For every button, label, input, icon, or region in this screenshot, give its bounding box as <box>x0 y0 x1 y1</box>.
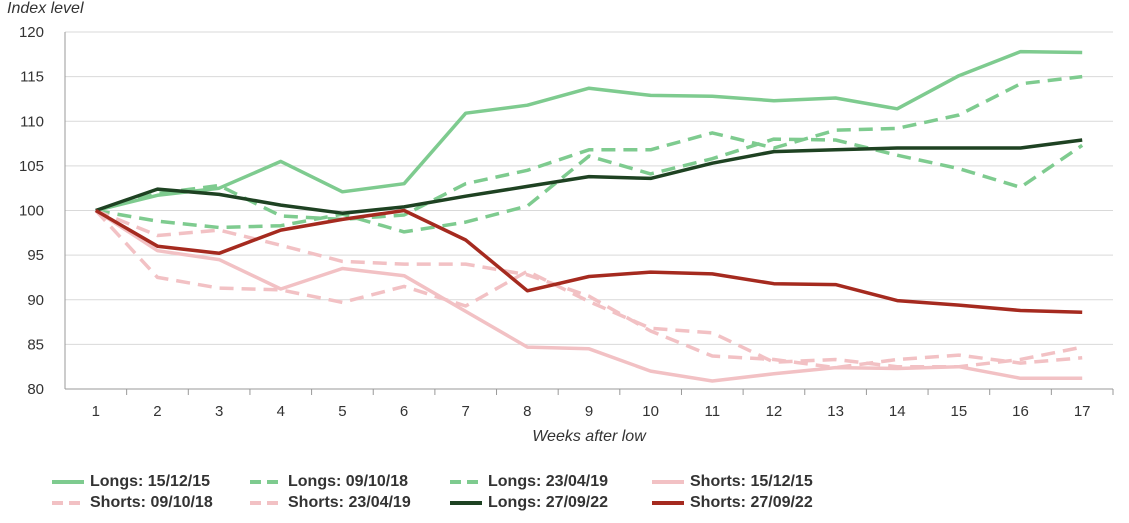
legend-item: Longs: 15/12/15 <box>52 472 210 492</box>
x-tick-label: 6 <box>400 403 408 420</box>
series-line-6 <box>95 208 1083 370</box>
x-tick-label: 9 <box>585 403 593 420</box>
y-tick-label: 100 <box>19 203 44 220</box>
y-axis-label: Index level <box>7 0 84 17</box>
legend-item: Shorts: 09/10/18 <box>52 493 213 513</box>
x-axis-label: Weeks after low <box>532 428 646 445</box>
x-tick-label: 12 <box>766 403 783 420</box>
y-tick-label: 80 <box>27 381 44 398</box>
x-tick-label: 17 <box>1074 403 1091 420</box>
x-tick-label: 5 <box>338 403 346 420</box>
series-line-8 <box>94 208 1083 314</box>
x-tick-label: 1 <box>92 403 100 420</box>
x-tick-label: 7 <box>462 403 470 420</box>
legend-label: Shorts: 09/10/18 <box>90 494 213 511</box>
x-tick-label: 11 <box>705 403 721 420</box>
legend-item: Shorts: 27/09/22 <box>652 493 813 513</box>
x-tick-label: 13 <box>827 403 844 420</box>
legend-swatch <box>250 501 282 505</box>
y-tick-label: 90 <box>27 292 44 309</box>
legend-swatch <box>52 501 84 505</box>
x-tick-label: 16 <box>1012 403 1029 420</box>
series-line-5 <box>94 209 1083 369</box>
y-tick-label: 95 <box>27 247 44 264</box>
legend-label: Shorts: 23/04/19 <box>288 494 411 511</box>
legend-swatch <box>652 501 684 505</box>
series-line-2 <box>95 74 1083 222</box>
y-tick-label: 120 <box>19 24 44 41</box>
x-tick-label: 4 <box>277 403 285 420</box>
x-tick-label: 10 <box>642 403 659 420</box>
legend-label: Longs: 27/09/22 <box>488 494 609 511</box>
legend-swatch <box>652 480 684 484</box>
legend-label: Longs: 23/04/19 <box>488 473 609 490</box>
x-tick-label: 2 <box>153 403 161 420</box>
series-line-7 <box>95 138 1083 215</box>
x-tick-label: 8 <box>523 403 531 420</box>
y-tick-label: 105 <box>19 158 44 175</box>
x-tick-label: 14 <box>889 403 906 420</box>
legend-item: Longs: 27/09/22 <box>450 493 608 513</box>
legend-label: Longs: 09/10/18 <box>288 473 409 490</box>
legend-label: Shorts: 15/12/15 <box>690 473 813 490</box>
y-tick-label: 110 <box>20 113 44 130</box>
legend-swatch <box>450 501 482 505</box>
y-tick-label: 115 <box>20 69 44 86</box>
legend-item: Shorts: 15/12/15 <box>652 472 813 492</box>
legend-label: Shorts: 27/09/22 <box>690 494 813 511</box>
series-line-1 <box>95 49 1083 213</box>
legend-label: Longs: 15/12/15 <box>90 473 211 490</box>
legend-item: Longs: 09/10/18 <box>250 472 408 492</box>
legend-swatch <box>250 480 282 484</box>
x-tick-label: 3 <box>215 403 223 420</box>
series-line-3 <box>95 137 1084 234</box>
legend-swatch <box>450 480 482 484</box>
legend-item: Longs: 23/04/19 <box>450 472 608 492</box>
legend-item: Shorts: 23/04/19 <box>250 493 411 513</box>
x-tick-label: 15 <box>951 403 968 420</box>
legend-swatch <box>52 480 84 484</box>
y-tick-label: 85 <box>27 336 44 353</box>
